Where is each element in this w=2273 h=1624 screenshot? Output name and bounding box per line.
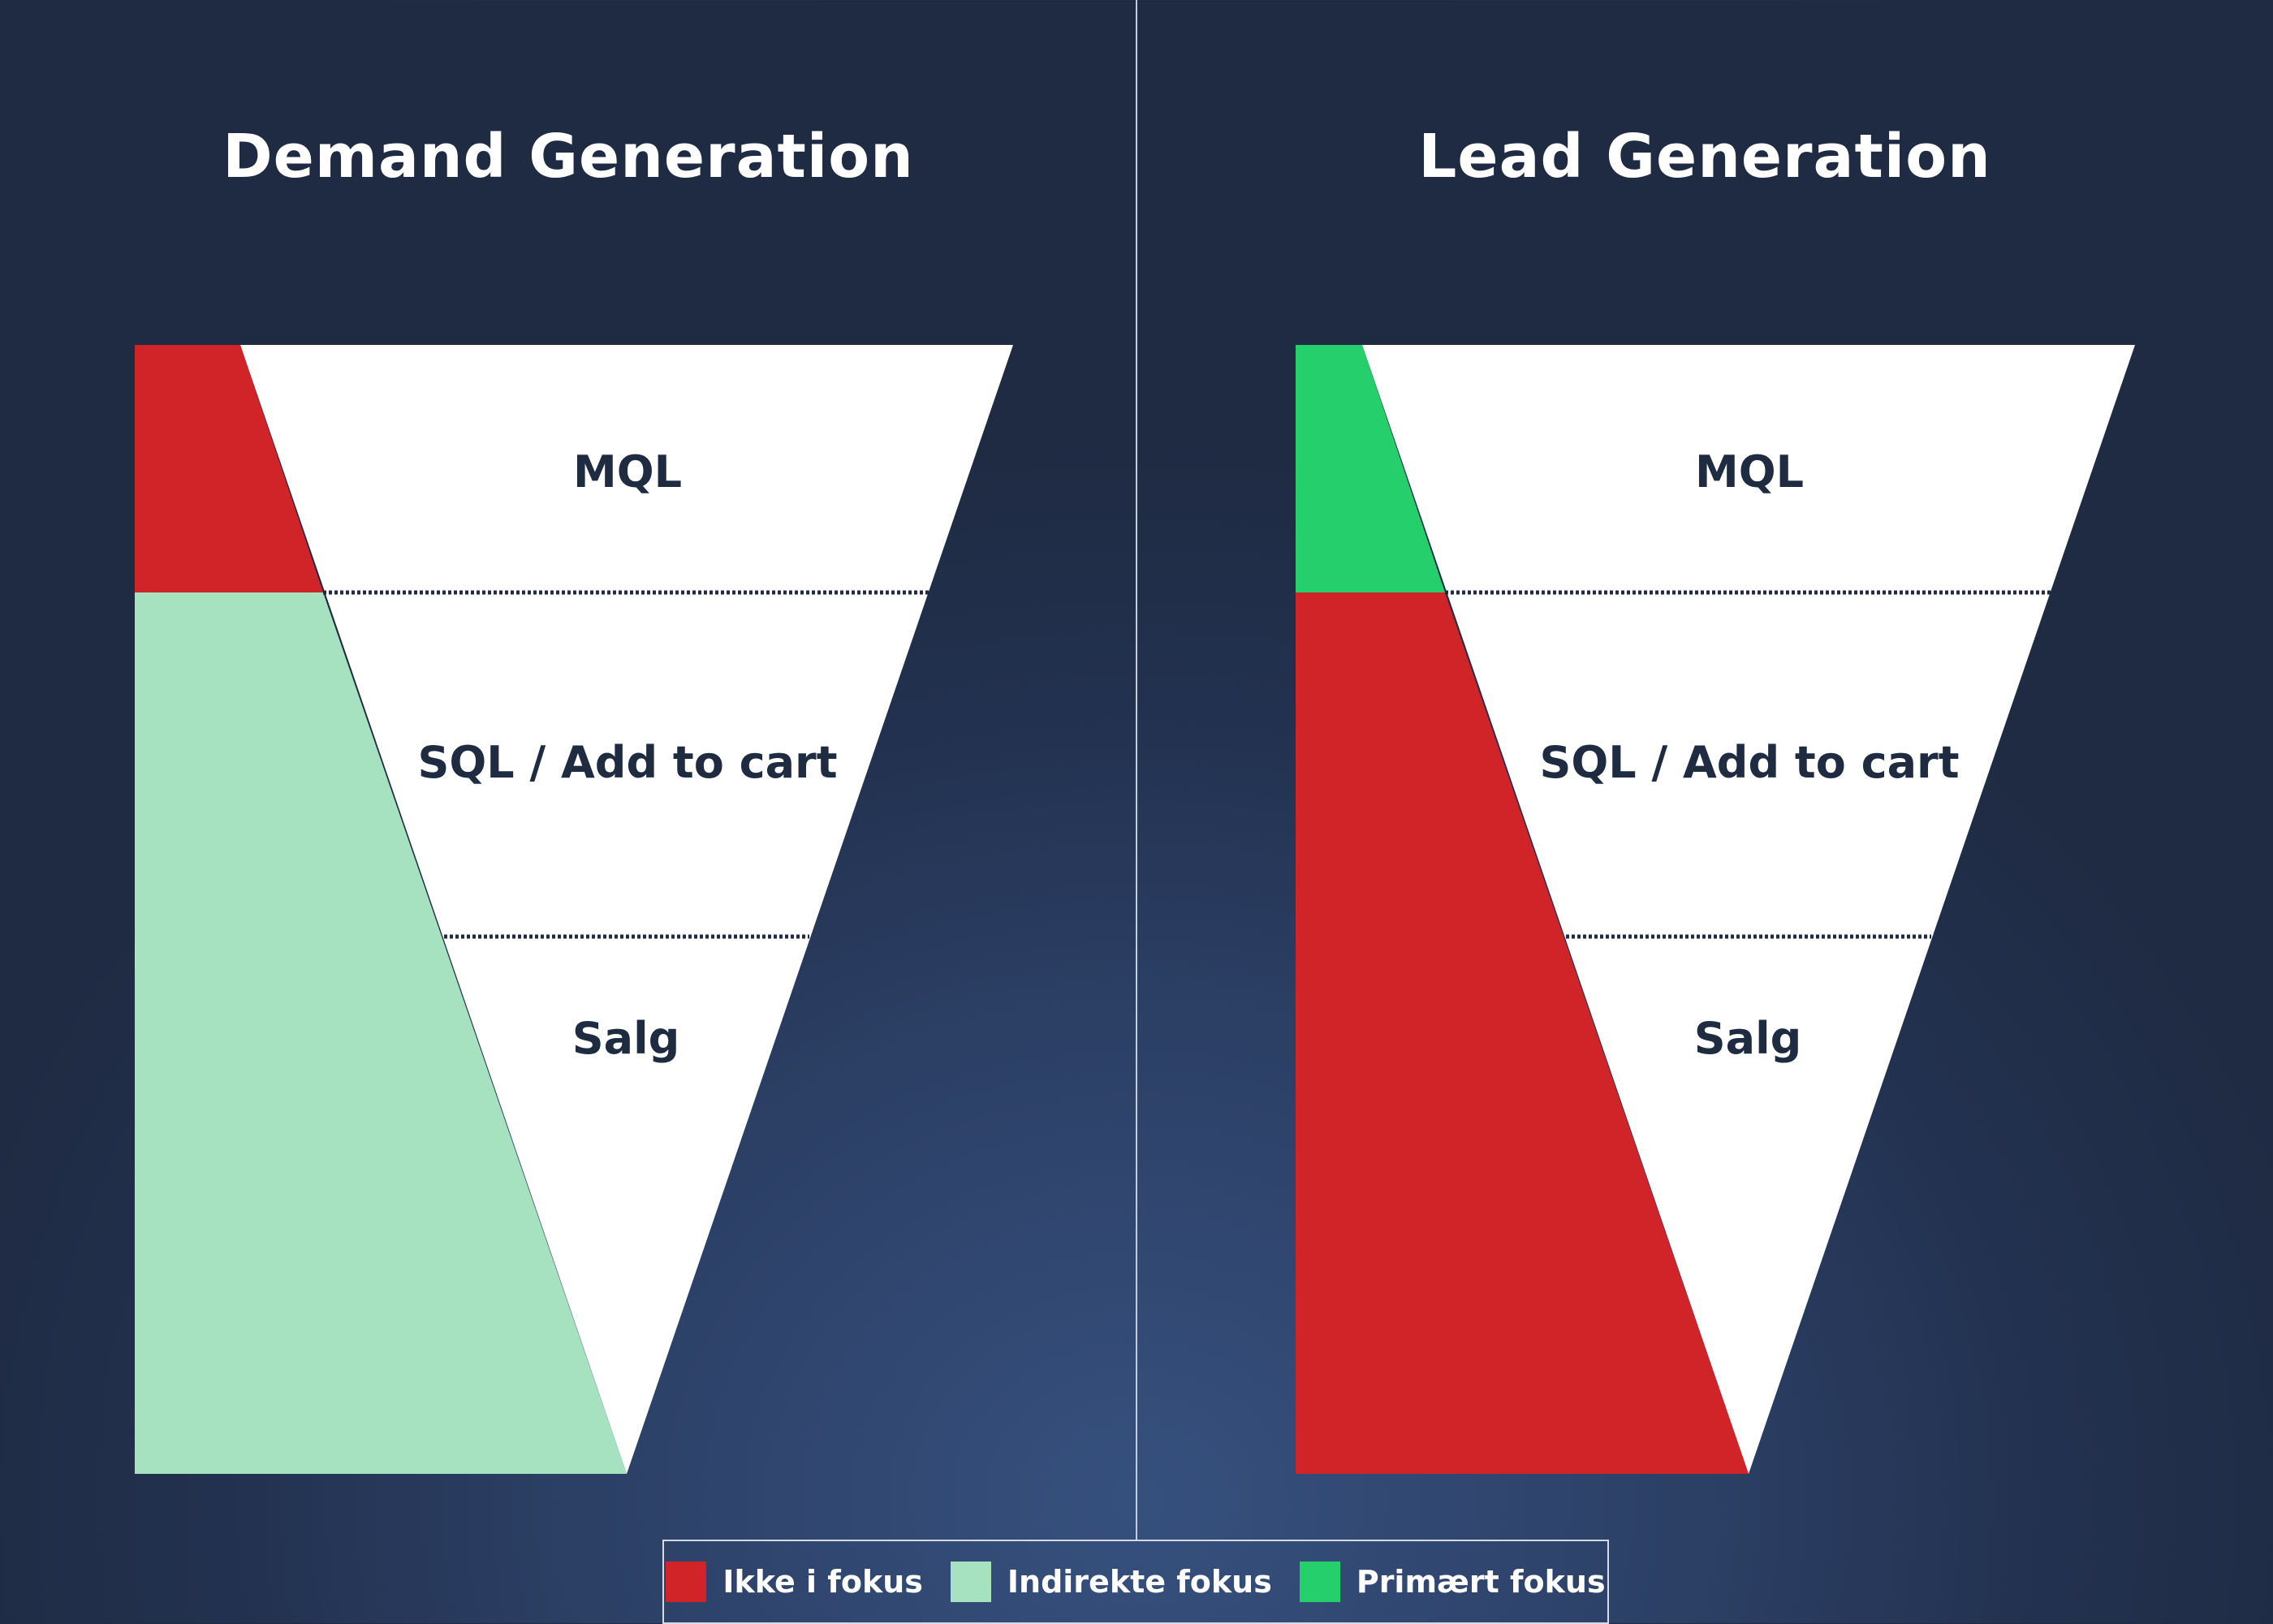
- legend-label-primary-focus: Primært fokus: [1356, 1564, 1606, 1600]
- stage-label-mql: MQL: [573, 446, 682, 498]
- stage-label-salg: Salg: [1694, 1013, 1802, 1064]
- funnel-shape: [240, 345, 1013, 1474]
- legend-swatch-green: [1299, 1562, 1340, 1602]
- focus-band-indirect-focus: [135, 592, 627, 1474]
- legend: Ikke i fokus Indirekte fokus Primært fok…: [662, 1540, 1609, 1624]
- panel-divider: [1136, 0, 1137, 1540]
- legend-swatch-light-green: [950, 1562, 991, 1602]
- legend-label-indirect-focus: Indirekte fokus: [1007, 1564, 1272, 1600]
- legend-item-primary-focus: Primært fokus: [1299, 1562, 1606, 1602]
- legend-item-not-focus: Ikke i fokus: [666, 1562, 923, 1602]
- stage-label-mql: MQL: [1695, 446, 1804, 498]
- focus-band-not-focus: [135, 345, 323, 592]
- stage-label-sql: SQL / Add to cart: [417, 737, 837, 788]
- focus-band-primary-focus: [1296, 345, 1445, 592]
- legend-label-not-focus: Ikke i fokus: [722, 1564, 923, 1600]
- funnel-shape: [1362, 345, 2135, 1474]
- demand-generation-funnel: MQL SQL / Add to cart Salg: [135, 345, 1013, 1474]
- demand-generation-title: Demand Generation: [222, 122, 914, 192]
- stage-label-salg: Salg: [572, 1013, 680, 1064]
- stage-label-sql: SQL / Add to cart: [1539, 737, 1959, 788]
- legend-swatch-red: [666, 1562, 707, 1602]
- lead-generation-funnel: MQL SQL / Add to cart Salg: [1296, 345, 2135, 1474]
- focus-band-not-focus: [1296, 592, 1749, 1474]
- lead-generation-title: Lead Generation: [1418, 122, 1991, 192]
- legend-item-indirect-focus: Indirekte fokus: [950, 1562, 1272, 1602]
